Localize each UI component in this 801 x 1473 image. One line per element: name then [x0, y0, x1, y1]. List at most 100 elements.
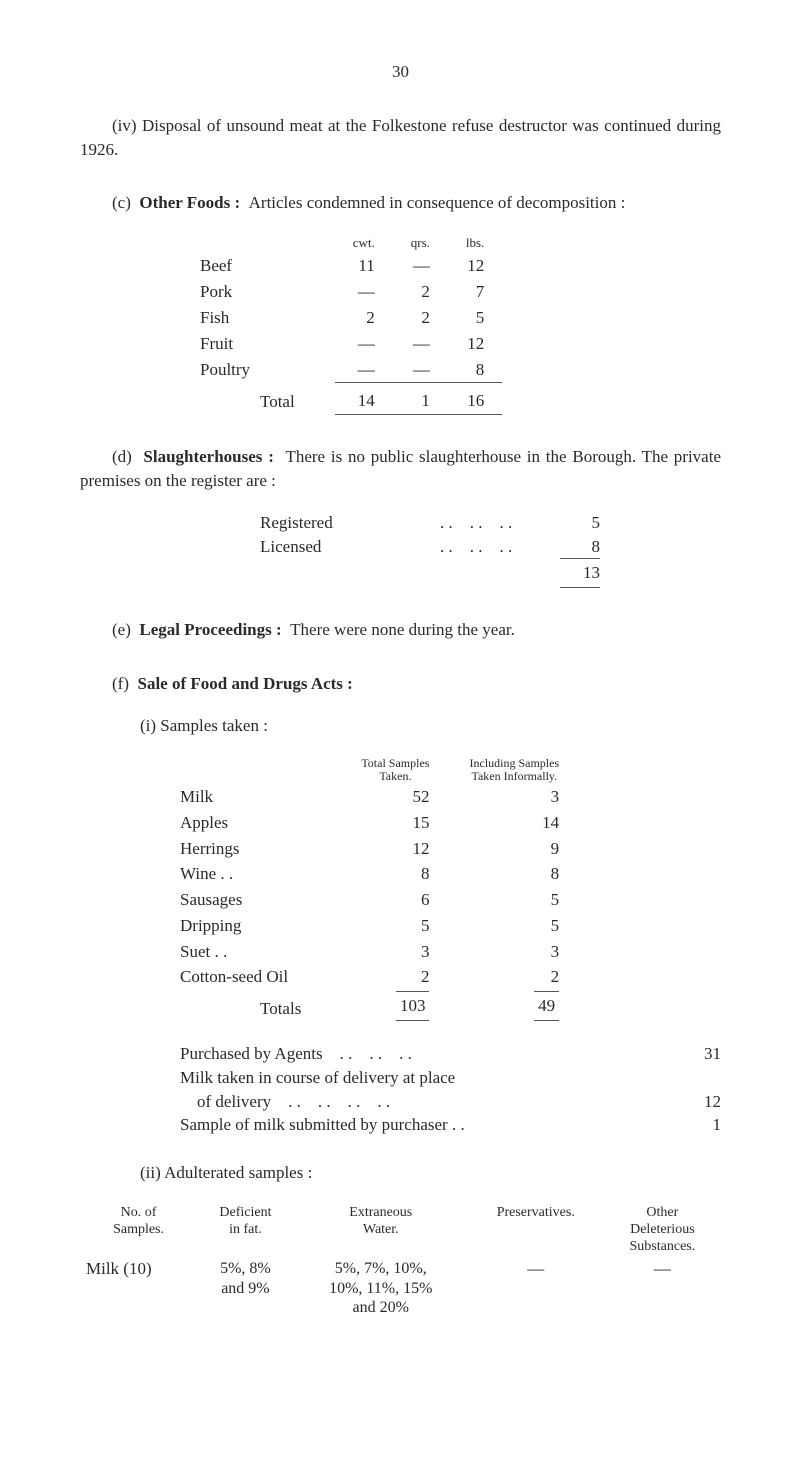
agents-val: 1: [671, 1113, 721, 1137]
samples-table: Total SamplesTaken. Including SamplesTak…: [180, 756, 721, 1023]
agents-label: Sample of milk submitted by purchaser . …: [180, 1113, 671, 1137]
agents-block: Purchased by Agents . . . . . . 31 Milk …: [180, 1042, 721, 1137]
section-c-text: (c) Other Foods : Articles condemned in …: [112, 193, 625, 212]
reg-row: Registered . . . . . . 5: [260, 511, 721, 535]
sample-v1: 2: [341, 964, 449, 990]
sample-name: Apples: [180, 810, 341, 836]
samples-total-label: Totals: [180, 990, 341, 1022]
sample-v2: 2: [449, 964, 579, 990]
sample-v1: 15: [341, 810, 449, 836]
reg-label: Licensed: [260, 535, 440, 559]
sample-name: Milk: [180, 784, 341, 810]
sample-v1: 8: [341, 861, 449, 887]
agents-label: Milk taken in course of delivery at plac…: [180, 1066, 671, 1114]
reg-dots: . . . . . .: [440, 535, 560, 559]
adult-c4: —: [604, 1257, 721, 1319]
reg-val: 8: [560, 535, 600, 559]
section-c-intro: (c) Other Foods : Articles condemned in …: [80, 191, 721, 215]
table-row: Wine . .88: [180, 861, 579, 887]
adult-c0: Milk (10): [80, 1257, 197, 1319]
samples-total-v1: 103: [396, 991, 430, 1021]
sample-v1: 6: [341, 887, 449, 913]
food-cwt: —: [335, 357, 393, 383]
reg-total: 13: [560, 558, 600, 588]
section-f-heading: (f) Sale of Food and Drugs Acts :: [80, 672, 721, 696]
table-row: Pork — 2 7: [200, 279, 502, 305]
table-row: Suet . .33: [180, 939, 579, 965]
adult-c2: 5%, 7%, 10%,10%, 11%, 15%and 20%: [294, 1257, 468, 1319]
samples-col1: Total SamplesTaken.: [341, 756, 449, 784]
food-name: Beef: [200, 253, 335, 279]
sample-v2: 8: [449, 861, 579, 887]
foods-total-qrs: 1: [393, 383, 448, 415]
table-row: Beef 11 — 12: [200, 253, 502, 279]
foods-col-qrs: qrs.: [393, 233, 448, 253]
table-row: Milk523: [180, 784, 579, 810]
table-row: Fish 2 2 5: [200, 305, 502, 331]
sample-name: Herrings: [180, 836, 341, 862]
foods-total-lbs: 16: [448, 383, 502, 415]
para-iv: (iv) Disposal of unsound meat at the Fol…: [80, 114, 721, 162]
reg-total-row: 13: [260, 558, 721, 588]
adult-h1: Deficientin fat.: [197, 1203, 294, 1257]
sample-v1: 52: [341, 784, 449, 810]
table-row: Fruit — — 12: [200, 331, 502, 357]
adult-table: No. ofSamples. Deficientin fat. Extraneo…: [80, 1203, 721, 1319]
foods-table: cwt. qrs. lbs. Beef 11 — 12 Pork — 2 7 F…: [200, 233, 721, 415]
sample-v1: 12: [341, 836, 449, 862]
section-f-sub-i: (i) Samples taken :: [140, 714, 721, 738]
sample-name: Suet . .: [180, 939, 341, 965]
table-row: Poultry — — 8: [200, 357, 502, 383]
sample-name: Dripping: [180, 913, 341, 939]
table-row: Herrings129: [180, 836, 579, 862]
sample-v1: 3: [341, 939, 449, 965]
sample-v2: 5: [449, 913, 579, 939]
reg-val: 5: [560, 511, 600, 535]
food-lbs: 12: [448, 253, 502, 279]
adult-h4: OtherDeleteriousSubstances.: [604, 1203, 721, 1257]
food-cwt: 11: [335, 253, 393, 279]
food-qrs: 2: [393, 305, 448, 331]
food-lbs: 12: [448, 331, 502, 357]
section-f-sub-ii: (ii) Adulterated samples :: [140, 1161, 721, 1185]
foods-total-cwt: 14: [335, 383, 393, 415]
samples-total-row: Totals 103 49: [180, 990, 579, 1022]
reg-block: Registered . . . . . . 5 Licensed . . . …: [260, 511, 721, 588]
sample-name: Cotton-seed Oil: [180, 964, 341, 990]
adult-h0: No. ofSamples.: [80, 1203, 197, 1257]
sample-v2: 14: [449, 810, 579, 836]
adult-h3: Preservatives.: [468, 1203, 604, 1257]
agents-row: Sample of milk submitted by purchaser . …: [180, 1113, 721, 1137]
food-qrs: 2: [393, 279, 448, 305]
food-cwt: —: [335, 331, 393, 357]
food-lbs: 8: [448, 357, 502, 383]
foods-col-lbs: lbs.: [448, 233, 502, 253]
foods-total-row: Total 14 1 16: [200, 383, 502, 415]
section-d-intro: (d) Slaughterhouses : There is no public…: [80, 445, 721, 493]
food-qrs: —: [393, 253, 448, 279]
agents-val: 31: [671, 1042, 721, 1066]
agents-val: 12: [671, 1090, 721, 1114]
agents-label: Purchased by Agents . . . . . .: [180, 1042, 671, 1066]
agents-row: Purchased by Agents . . . . . . 31: [180, 1042, 721, 1066]
sample-v2: 3: [449, 939, 579, 965]
table-row: Cotton-seed Oil22: [180, 964, 579, 990]
reg-label: Registered: [260, 511, 440, 535]
food-name: Fish: [200, 305, 335, 331]
food-name: Fruit: [200, 331, 335, 357]
food-name: Poultry: [200, 357, 335, 383]
agents-row: Milk taken in course of delivery at plac…: [180, 1066, 721, 1114]
adult-c1: 5%, 8%and 9%: [197, 1257, 294, 1319]
foods-col-cwt: cwt.: [335, 233, 393, 253]
page-number: 30: [80, 60, 721, 84]
samples-total-v2: 49: [534, 991, 559, 1021]
food-qrs: —: [393, 331, 448, 357]
table-row: Dripping55: [180, 913, 579, 939]
section-e: (e) Legal Proceedings : There were none …: [80, 618, 721, 642]
food-lbs: 5: [448, 305, 502, 331]
sample-v2: 9: [449, 836, 579, 862]
reg-row: Licensed . . . . . . 8: [260, 535, 721, 559]
foods-total-label: Total: [200, 383, 335, 415]
food-lbs: 7: [448, 279, 502, 305]
food-cwt: —: [335, 279, 393, 305]
